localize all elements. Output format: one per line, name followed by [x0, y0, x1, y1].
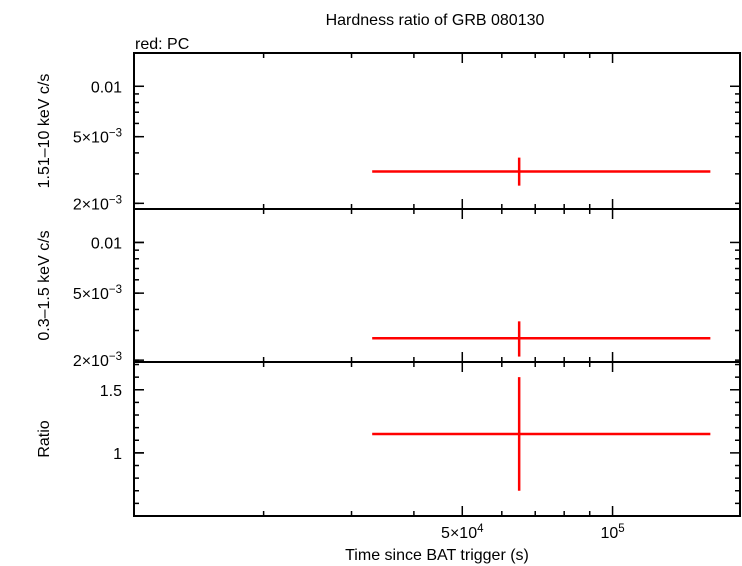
legend-note: red: PC [135, 36, 189, 53]
y-axis-label: 0.3–1.5 keV c/s [36, 230, 53, 340]
y-tick-label: 0.01 [91, 235, 122, 252]
panel-ratio: 1.5 1 Ratio [36, 361, 741, 517]
panel-hard: 0.01 5×10−3 2×10−3 1.51–10 keV c/s [36, 52, 741, 213]
panel-soft: 0.01 5×10−3 2×10−3 0.3–1.5 keV c/s [36, 208, 741, 370]
y-tick-label: 5×10−3 [73, 284, 122, 303]
y-tick-label: 2×10−3 [73, 194, 122, 213]
y-tick-label: 0.01 [91, 79, 122, 96]
x-tick-label: 105 [600, 523, 624, 542]
y-tick-label: 1 [113, 446, 122, 463]
x-axis-label: Time since BAT trigger (s) [345, 547, 529, 564]
panel-frame [133, 52, 741, 210]
y-axis-label: 1.51–10 keV c/s [36, 74, 53, 189]
y-tick-label: 1.5 [100, 383, 122, 400]
panel-frame [133, 361, 741, 517]
y-tick-label: 2×10−3 [73, 351, 122, 370]
y-tick-label: 5×10−3 [73, 128, 122, 147]
x-tick-label: 5×104 [441, 523, 484, 542]
y-axis-label: Ratio [36, 420, 53, 457]
panels: 0.01 5×10−3 2×10−3 1.51–10 keV c/s 0.01 5×10−… [36, 52, 741, 542]
chart-title: Hardness ratio of GRB 080130 [326, 12, 545, 29]
